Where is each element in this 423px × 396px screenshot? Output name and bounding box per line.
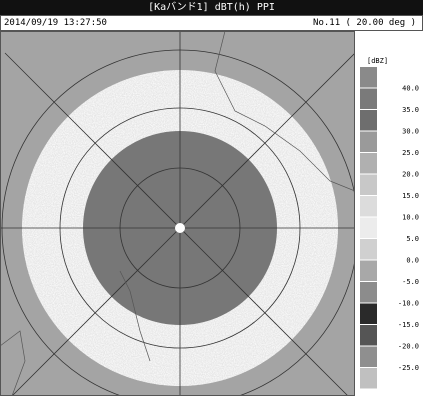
legend-swatch [360, 89, 377, 110]
legend-swatch [360, 175, 377, 196]
legend-swatch [360, 196, 377, 217]
legend-unit: [dBZ] [367, 57, 388, 65]
legend-label: -20.0 [398, 343, 419, 351]
radar-view: [dBZ] 40.0 35.0 30.0 25.0 20.0 15.0 10.0 5.0 0.0… [0, 31, 423, 396]
legend-swatch [360, 218, 377, 239]
legend-label: -5.0 [402, 278, 419, 286]
legend-swatch [360, 67, 377, 88]
legend-label: 0.0 [406, 257, 419, 265]
legend-label: 40.0 [402, 85, 419, 93]
legend-label: 20.0 [402, 171, 419, 179]
legend-swatch [360, 304, 377, 325]
legend-swatch [360, 110, 377, 131]
legend-swatch [360, 347, 377, 368]
info-row: 2014/09/19 13:27:50 No.11 ( 20.00 deg ) [0, 15, 423, 31]
legend-swatch [360, 261, 377, 282]
datetime: 2014/09/19 13:27:50 [4, 16, 107, 30]
scan-info: No.11 ( 20.00 deg ) [313, 16, 416, 30]
legend-label: 15.0 [402, 192, 419, 200]
legend-label: -25.0 [398, 364, 419, 372]
title-bar: [Kaバンド1] dBT(h) PPI [0, 0, 423, 15]
page: [Kaバンド1] dBT(h) PPI 2014/09/19 13:27:50 … [0, 0, 423, 396]
legend-label: -10.0 [398, 300, 419, 308]
legend-label: 5.0 [406, 235, 419, 243]
legend-swatch [360, 239, 377, 260]
legend-swatch [360, 368, 377, 389]
ppi-plot [0, 31, 358, 396]
radar-site [175, 223, 185, 233]
legend-label: -15.0 [398, 321, 419, 329]
legend-label: 25.0 [402, 149, 419, 157]
legend-label: 10.0 [402, 214, 419, 222]
legend-label: 30.0 [402, 128, 419, 136]
legend-swatch [360, 153, 377, 174]
legend-swatch [360, 132, 377, 153]
legend-label: 35.0 [402, 106, 419, 114]
legend-swatch [360, 282, 377, 303]
legend-swatch [360, 325, 377, 346]
